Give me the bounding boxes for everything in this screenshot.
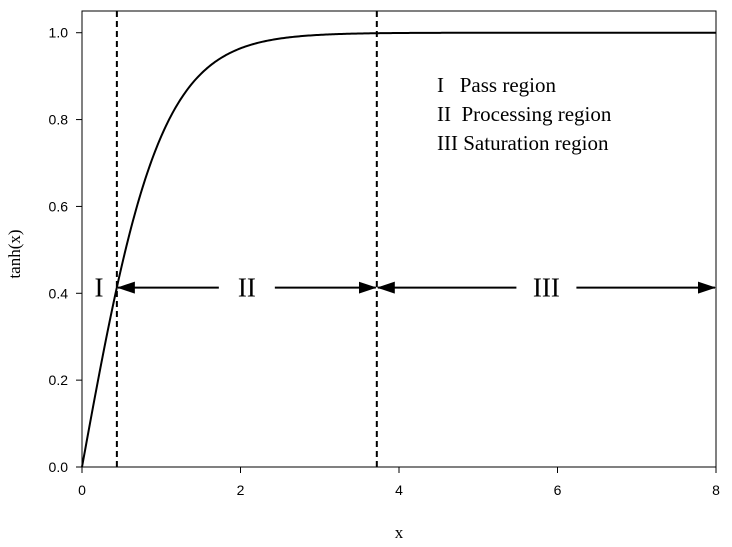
y-axis-label: tanh(x) [5, 229, 24, 278]
x-tick-label: 2 [237, 482, 245, 498]
y-tick-label: 0.2 [49, 372, 69, 388]
y-tick-label: 0.0 [49, 459, 69, 475]
x-tick-label: 0 [78, 482, 86, 498]
x-tick-label: 8 [712, 482, 720, 498]
plot-area: I II III [81, 10, 717, 468]
legend: I Pass region II Processing region III Sat… [437, 73, 612, 155]
legend-entry: III Saturation region [437, 131, 609, 155]
legend-entry: I Pass region [437, 73, 556, 97]
y-tick-label: 1.0 [49, 25, 69, 41]
x-tick-label: 4 [395, 482, 403, 498]
y-tick-label: 0.6 [49, 198, 69, 214]
x-tick-label: 6 [554, 482, 562, 498]
region-label: I [95, 273, 104, 303]
legend-entry: II Processing region [437, 102, 612, 126]
plot-frame [81, 10, 717, 468]
tanh-curve [81, 31, 716, 468]
y-tick-label: 0.8 [49, 112, 69, 128]
region-label: III [533, 273, 560, 303]
axis-ticks: 0 2 4 6 8 0.0 0.2 0.4 0.6 0.8 1.0 [49, 25, 721, 498]
x-axis-label: x [395, 523, 404, 542]
region-label: II [238, 273, 256, 303]
y-tick-label: 0.4 [49, 285, 69, 301]
